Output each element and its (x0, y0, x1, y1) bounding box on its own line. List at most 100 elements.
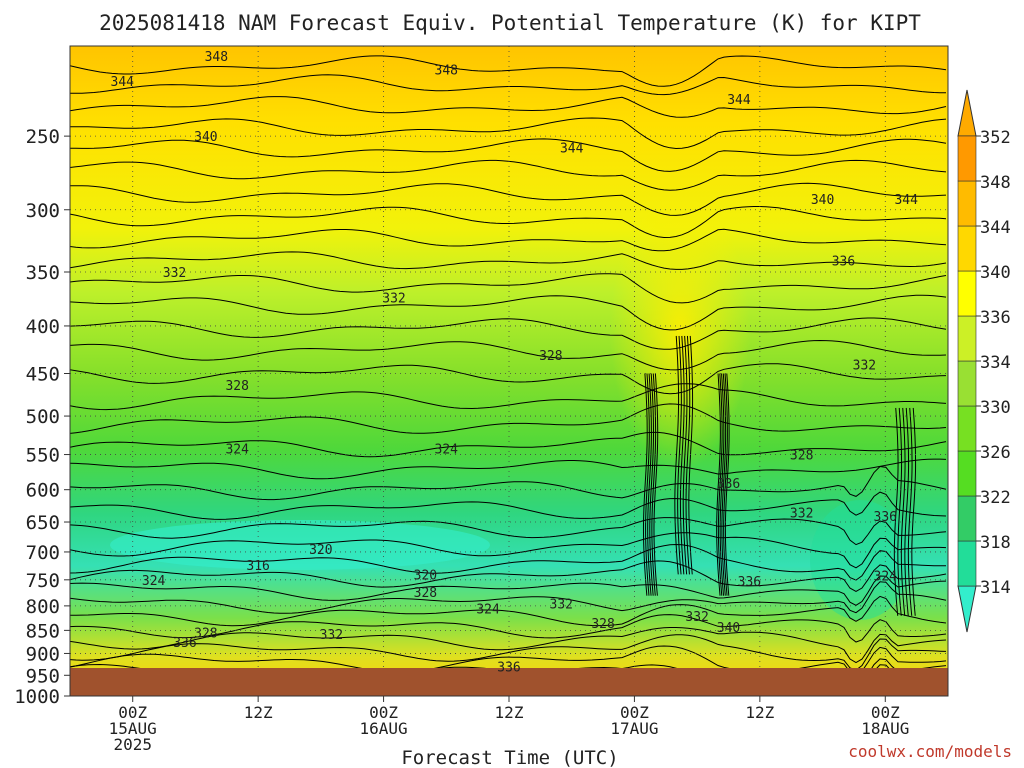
x-tick-label: 2025 (113, 735, 152, 754)
contour-label: 320 (414, 568, 437, 583)
colorbar-segment (957, 405, 977, 452)
contour-line (70, 403, 947, 434)
chart-title: 2025081418 NAM Forecast Equiv. Potential… (99, 11, 921, 35)
svg-text:336: 336 (173, 636, 196, 651)
contour-label: 344 (560, 141, 584, 156)
svg-text:324: 324 (435, 443, 459, 458)
colorbar-label: 314 (980, 578, 1011, 598)
x-tick-label: 00Z (369, 703, 398, 722)
contour-line (719, 373, 725, 596)
contour-label: 344 (111, 75, 135, 90)
y-tick-label: 1000 (14, 686, 60, 708)
contour-line (70, 96, 947, 118)
contour-line (70, 74, 946, 96)
contour-line (721, 373, 727, 596)
contour-label: 328 (790, 449, 813, 464)
contour-line (651, 373, 657, 596)
svg-text:324: 324 (874, 569, 898, 584)
colorbar-segment (957, 450, 977, 497)
contour-line (642, 373, 648, 596)
contour-label: 332 (790, 507, 813, 522)
svg-text:332: 332 (163, 266, 186, 281)
svg-text:324: 324 (142, 574, 166, 589)
x-tick-label: 12Z (244, 703, 273, 722)
svg-text:328: 328 (194, 627, 217, 642)
svg-text:328: 328 (225, 379, 248, 394)
x-tick-label: 16AUG (359, 719, 407, 738)
contour-line (70, 517, 947, 546)
colorbar-label: 344 (980, 218, 1011, 238)
contour-line (70, 138, 947, 172)
contour-line (70, 383, 947, 411)
contour-label: 332 (853, 358, 876, 373)
y-tick-label: 800 (26, 596, 60, 618)
svg-text:320: 320 (309, 543, 332, 558)
contour-label: 324 (874, 569, 898, 584)
contour-label: 324 (476, 602, 500, 617)
contour-label: 336 (832, 254, 855, 269)
contour-line (645, 373, 650, 596)
svg-text:344: 344 (894, 193, 918, 208)
contour-line (70, 431, 947, 458)
svg-text:344: 344 (111, 75, 135, 90)
contour-label: 324 (435, 443, 459, 458)
x-tick-label: 17AUG (610, 719, 658, 738)
contour-line (70, 645, 947, 668)
contour-label: 324 (142, 574, 166, 589)
contour-label: 340 (811, 193, 834, 208)
contour-label: 328 (225, 379, 248, 394)
colorbar-segment (957, 135, 977, 182)
contour-line (70, 465, 947, 501)
x-tick-label: 12Z (745, 703, 774, 722)
contour-label: 324 (225, 443, 249, 458)
contour-line (688, 335, 694, 575)
contour-line (70, 117, 947, 150)
colorbar-segment (957, 315, 977, 362)
svg-text:332: 332 (853, 358, 876, 373)
svg-text:316: 316 (246, 559, 269, 574)
contour-line (682, 335, 688, 575)
contour-line (685, 335, 691, 575)
svg-text:332: 332 (382, 292, 405, 307)
contour-label: 348 (435, 64, 458, 79)
y-tick-label: 550 (26, 445, 60, 467)
contour-line (674, 335, 680, 575)
contour-label: 348 (205, 50, 228, 65)
y-tick-label: 900 (26, 643, 60, 665)
y-tick-label: 500 (26, 406, 60, 428)
contour-label: 328 (539, 349, 562, 364)
contour-line (70, 532, 947, 569)
contour-line (70, 627, 947, 664)
contour-label: 332 (685, 610, 708, 625)
contour-line (70, 182, 947, 216)
colorbar-segment (957, 180, 977, 227)
contour-line (70, 614, 947, 643)
colorbar: 314 318 322 326 330 334 336 340 344 348 352 (957, 89, 1011, 633)
svg-text:336: 336 (738, 575, 761, 590)
contour-line (70, 339, 947, 371)
contour-line (679, 335, 685, 575)
y-tick-label: 250 (26, 126, 60, 148)
contour-line (70, 159, 947, 191)
contour-line (677, 335, 682, 575)
contour-lines (70, 55, 947, 668)
contour-line (911, 407, 917, 616)
contour-line (70, 491, 947, 520)
svg-text:324: 324 (476, 602, 500, 617)
contour-line (70, 206, 947, 239)
contour-line (70, 273, 947, 304)
y-tick-label: 450 (26, 364, 60, 386)
contour-line (70, 560, 947, 592)
grid (70, 46, 948, 668)
contour-line (716, 373, 721, 596)
svg-text:344: 344 (727, 93, 751, 108)
colorbar-label: 340 (980, 263, 1011, 283)
colorbar-segment (957, 270, 977, 317)
svg-text:332: 332 (550, 597, 573, 612)
contour-label: 328 (591, 617, 614, 632)
contour-line (653, 373, 659, 596)
x-tick-label: 00Z (871, 703, 900, 722)
svg-text:332: 332 (790, 507, 813, 522)
